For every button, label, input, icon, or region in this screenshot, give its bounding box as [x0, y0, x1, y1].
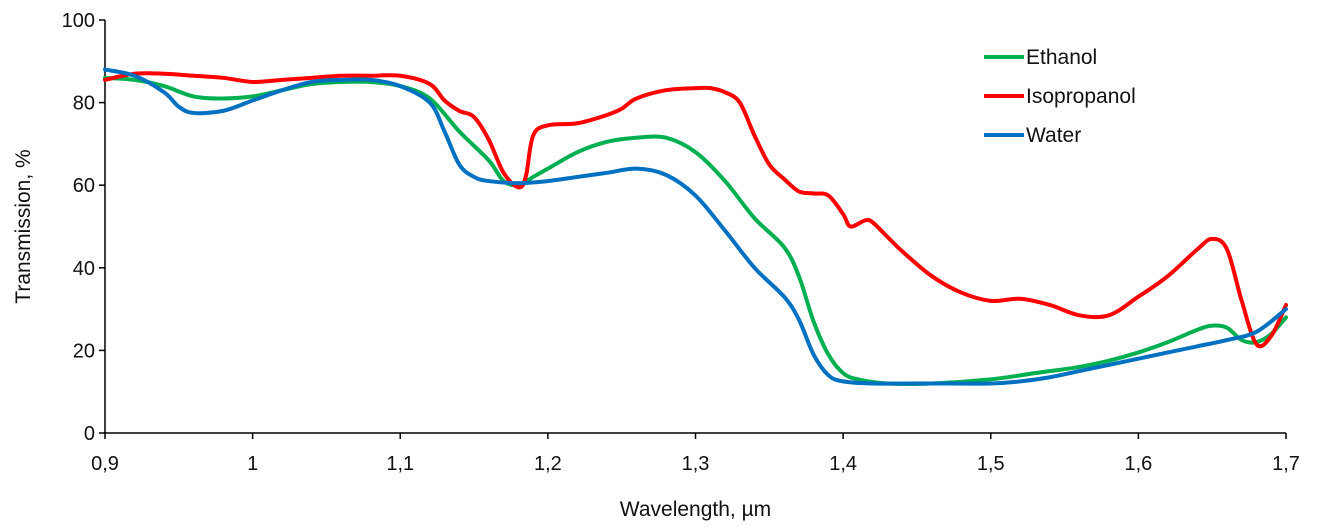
- x-tick-label: 1,5: [977, 453, 1005, 475]
- y-tick-label: 40: [73, 258, 95, 280]
- series-line-isopropanol: [103, 71, 1288, 349]
- legend-label-isopropanol: Isopropanol: [1026, 85, 1136, 108]
- y-tick-label: 60: [73, 175, 95, 197]
- legend: Ethanol Isopropanol Water: [984, 46, 1136, 147]
- x-tick-label: 1: [247, 453, 258, 475]
- y-axis-title: Transmission, %: [12, 149, 35, 303]
- y-tick-label: 20: [73, 340, 95, 362]
- axes: 0 20 40 60 80 100 0,9 1 1,1 1,2 1,3 1,4 1,5 1,6 1,7: [62, 10, 1300, 475]
- y-tick-label: 0: [84, 423, 95, 445]
- legend-label-water: Water: [1026, 124, 1081, 147]
- x-axis-title: Wavelength, µm: [620, 498, 771, 521]
- x-tick-label: 1,3: [682, 453, 710, 475]
- y-tick-label: 100: [62, 10, 95, 32]
- x-tick-label: 1,4: [829, 453, 857, 475]
- series-line-water: [103, 67, 1288, 386]
- series-line-ethanol: [103, 75, 1288, 386]
- x-tick-label: 1,7: [1272, 453, 1300, 475]
- x-tick-label: 1,1: [386, 453, 414, 475]
- series-lines: [103, 67, 1288, 386]
- x-tick-label: 1,6: [1124, 453, 1152, 475]
- x-tick-label: 1,2: [534, 453, 562, 475]
- legend-label-ethanol: Ethanol: [1026, 46, 1097, 69]
- x-tick-label: 0,9: [91, 453, 119, 475]
- y-tick-label: 80: [73, 93, 95, 115]
